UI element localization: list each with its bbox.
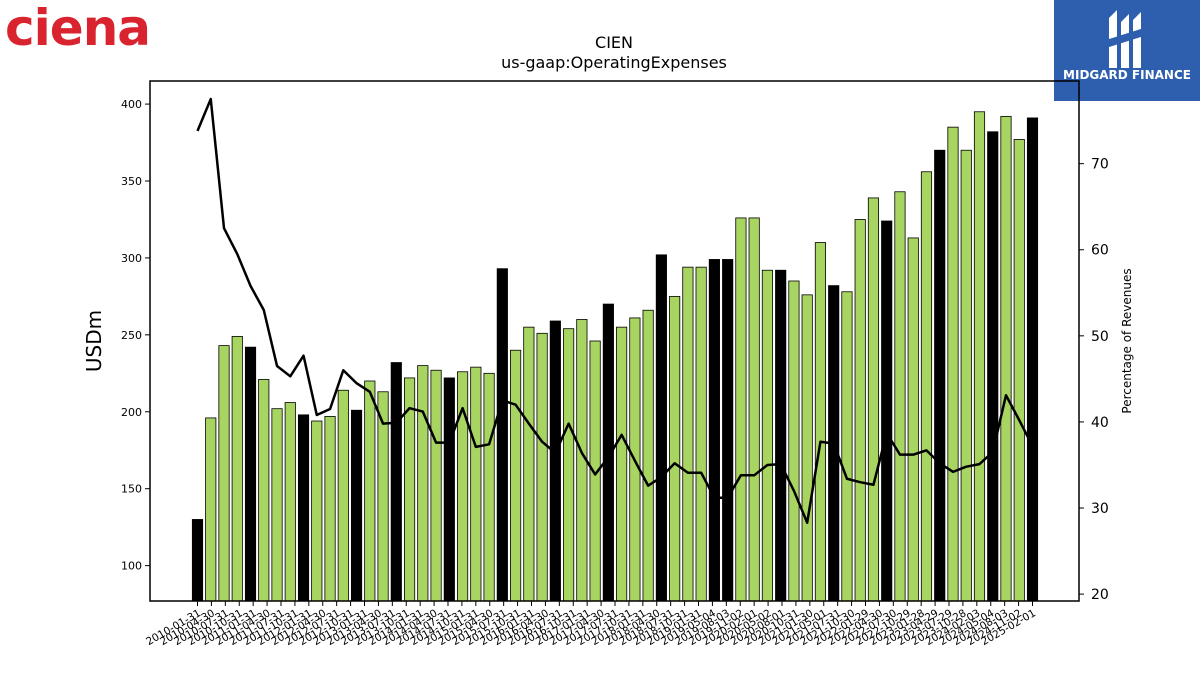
- midgard-finance-wordmark: MIDGARD FINANCE: [1063, 68, 1191, 82]
- bar: [284, 402, 296, 602]
- percentage-line: [196, 97, 1034, 524]
- bar: [881, 220, 893, 602]
- x-axis: 2010-01-312010-04-302010-07-312010-10-31…: [144, 601, 1038, 648]
- y-tick-label: 200: [121, 406, 142, 419]
- bar: [271, 408, 283, 602]
- bar: [960, 149, 972, 602]
- y-tick-label: 250: [121, 329, 142, 342]
- bar: [907, 237, 919, 602]
- bar: [1013, 139, 1025, 602]
- y-tick-label: 400: [121, 98, 142, 111]
- y2-tick-label: 20: [1091, 587, 1109, 603]
- chart-title: CIEN: [595, 33, 633, 52]
- bar: [920, 171, 933, 602]
- bar: [311, 420, 323, 602]
- bar: [761, 269, 773, 602]
- chart-subtitle: us-gaap:OperatingExpenses: [501, 53, 727, 72]
- bar: [841, 291, 853, 602]
- bar: [708, 259, 720, 602]
- bar: [616, 326, 628, 602]
- y2-axis-label: Percentage of Revenues: [1120, 268, 1134, 413]
- bar: [443, 377, 455, 602]
- y-axis: 100 150 200 250 300 350 400: [121, 98, 150, 573]
- bar: [430, 369, 442, 602]
- bar: [350, 409, 363, 602]
- bar: [536, 332, 548, 602]
- bar: [894, 191, 906, 602]
- bar: [987, 131, 999, 602]
- bar: [523, 326, 535, 602]
- y-tick-label: 100: [121, 560, 142, 573]
- y-axis-label: USDm: [82, 310, 106, 372]
- bar: [417, 365, 429, 602]
- bar: [1000, 115, 1012, 602]
- y2-tick-label: 40: [1091, 415, 1109, 431]
- bar: [324, 415, 336, 602]
- bar: [244, 346, 257, 602]
- bar: [655, 254, 667, 602]
- line-series: [196, 97, 1034, 524]
- bar: [775, 269, 787, 602]
- y2-tick-label: 50: [1091, 329, 1109, 345]
- midgard-mark-icon: [1106, 10, 1144, 68]
- bar: [205, 417, 217, 602]
- bar: [788, 280, 800, 602]
- bar: [337, 389, 349, 602]
- bar: [695, 266, 707, 602]
- bar: [258, 379, 270, 602]
- bar: [549, 320, 561, 602]
- bar: [867, 197, 880, 602]
- y-tick-label: 350: [121, 175, 142, 188]
- bar: [722, 259, 734, 602]
- bar: [642, 309, 654, 602]
- y2-tick-label: 70: [1091, 157, 1109, 173]
- bar: [934, 149, 946, 602]
- y-tick-label: 150: [121, 483, 142, 496]
- y2-tick-label: 60: [1091, 243, 1109, 259]
- y2-tick-label: 30: [1091, 501, 1109, 517]
- bar: [1026, 117, 1039, 602]
- bar: [297, 414, 310, 602]
- bar-series: [191, 111, 1039, 602]
- bar: [510, 349, 522, 602]
- y2-axis: 20 30 40 50 60 70: [1079, 157, 1109, 603]
- bar: [218, 345, 230, 602]
- bar: [483, 372, 495, 602]
- bar: [470, 366, 482, 602]
- bar: [854, 219, 866, 602]
- bar: [947, 126, 959, 602]
- bar: [563, 328, 575, 602]
- bar: [191, 519, 204, 602]
- bar: [748, 217, 760, 602]
- bar: [682, 266, 694, 602]
- bar: [973, 111, 986, 602]
- bar: [801, 294, 813, 602]
- bar: [390, 362, 402, 602]
- y-tick-label: 300: [121, 252, 142, 265]
- bar: [669, 295, 681, 602]
- bar: [814, 242, 827, 602]
- bar: [457, 371, 469, 602]
- bar: [496, 268, 508, 602]
- bar: [231, 335, 243, 602]
- midgard-finance-logo: MIDGARD FINANCE: [1054, 0, 1200, 101]
- ciena-logo: ciena: [5, 0, 151, 57]
- bar: [364, 380, 376, 602]
- bar: [735, 217, 747, 602]
